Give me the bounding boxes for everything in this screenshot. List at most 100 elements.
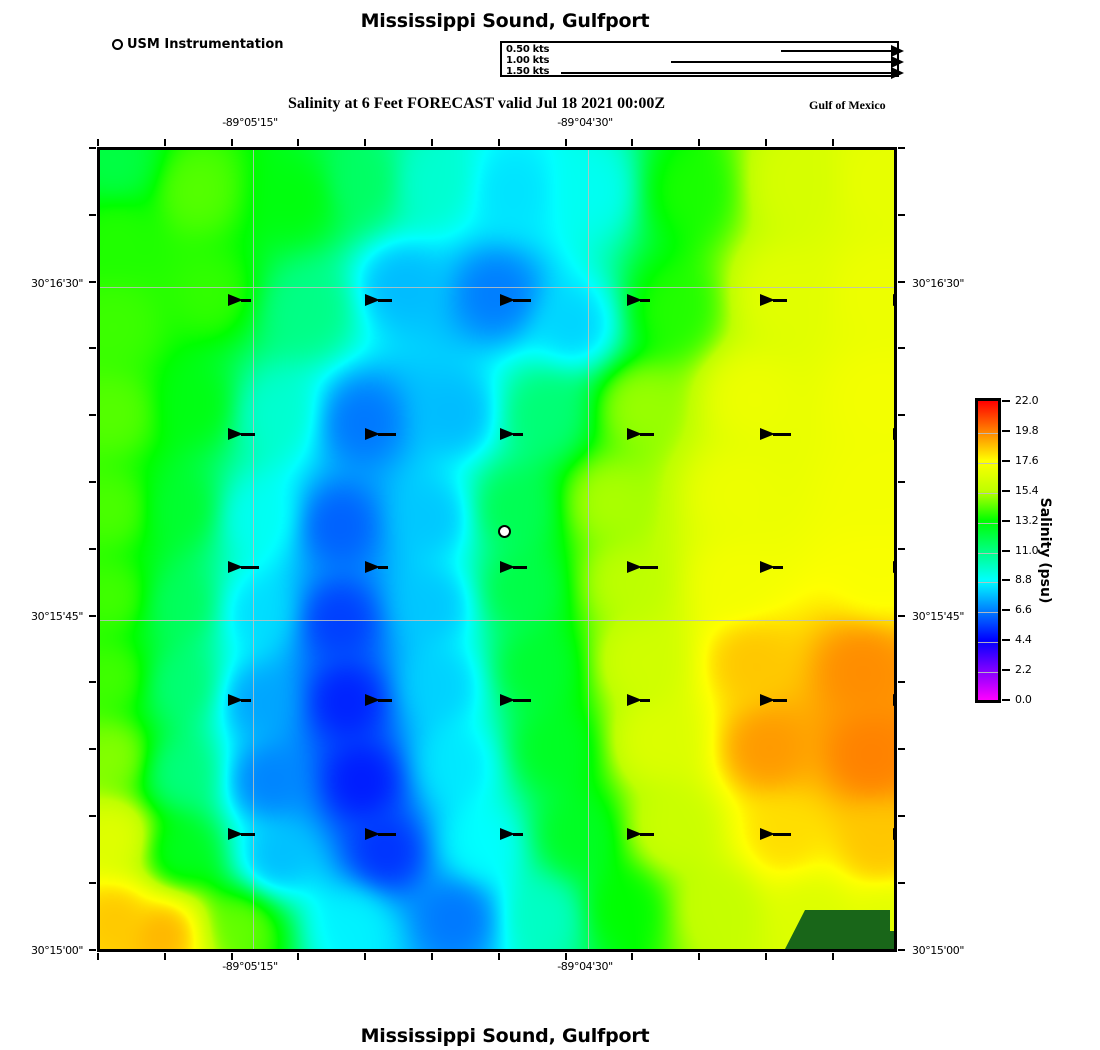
latitude-label-left: 30°16'30" (31, 277, 83, 290)
tick-right (898, 280, 905, 283)
colorbar-gridline (978, 522, 998, 524)
colorbar-tick-label: 22.0 (1015, 394, 1039, 407)
colorbar-tick-label: 15.4 (1015, 483, 1039, 497)
velocity-scale-arrow (781, 45, 904, 57)
colorbar-gridline (978, 492, 998, 494)
tick-top (765, 139, 767, 146)
tick-right (898, 948, 905, 951)
tick-left (89, 681, 96, 684)
region-label: Gulf of Mexico (809, 98, 886, 112)
current-vector-tail (241, 699, 251, 702)
tick-left (89, 748, 96, 751)
tick-left (89, 547, 96, 550)
current-vector-arrow (893, 428, 894, 440)
tick-right (898, 614, 905, 617)
current-vector-tail (378, 833, 396, 836)
current-vector-tail (378, 433, 396, 436)
tick-bottom (831, 953, 834, 960)
tick-left (89, 147, 96, 149)
salinity-color-field (100, 150, 894, 949)
longitude-label-bottom: -89°05'15" (222, 960, 278, 973)
tick-left (89, 414, 96, 417)
latitude-label-left: 30°15'00" (31, 944, 83, 957)
current-vector-tail (640, 566, 658, 569)
colorbar-tick-label: 6.6 (1015, 603, 1032, 617)
velocity-scale-legend: 0.50 kts 1.00 kts 1.50 kts (500, 41, 904, 79)
tick-bottom (497, 953, 500, 960)
colorbar-tick (1002, 609, 1010, 612)
current-vector-tail (378, 699, 392, 702)
colorbar-gridline (978, 642, 998, 644)
velocity-scale-arrow (561, 67, 904, 79)
longitude-label-top: -89°04'30" (557, 116, 613, 129)
colorbar-tick (1002, 699, 1010, 701)
tick-right (898, 213, 905, 216)
tick-left (89, 881, 96, 884)
tick-top (831, 139, 834, 146)
tick-bottom (564, 953, 567, 960)
tick-left (89, 614, 96, 617)
tick-left (89, 948, 96, 951)
current-vector-tail (513, 833, 523, 836)
tick-right (898, 481, 905, 483)
tick-bottom (297, 953, 300, 960)
tick-right (898, 881, 905, 884)
tick-bottom (230, 953, 233, 960)
open-circle-icon (112, 39, 123, 50)
current-vector-arrow (893, 294, 894, 306)
salinity-map[interactable] (97, 147, 897, 952)
tick-top (364, 139, 367, 146)
tick-bottom (431, 953, 433, 960)
current-vector-arrow (893, 828, 894, 840)
tick-bottom (698, 953, 701, 960)
colorbar-tick (1002, 519, 1010, 522)
current-vector-tail (241, 566, 259, 569)
current-vector-tail (241, 299, 251, 302)
tick-left (89, 280, 96, 283)
tick-left (89, 213, 96, 216)
current-vector-tail (773, 833, 791, 836)
colorbar: 22.0 19.8 17.6 15.4 13.2 11.0 8.8 6.6 4.4 2.2 0.0 (975, 394, 1039, 706)
colorbar-gridline (978, 582, 998, 584)
colorbar-tick-label: 17.6 (1015, 453, 1039, 467)
current-vector-tail (640, 699, 650, 702)
tick-top (163, 139, 166, 146)
colorbar-gridline (978, 552, 998, 554)
colorbar-tick-label: 8.8 (1015, 573, 1032, 587)
tick-top (497, 139, 500, 146)
colorbar-tick-label: 13.2 (1015, 513, 1039, 527)
tick-top (97, 139, 99, 146)
colorbar-tick-label: 19.8 (1015, 423, 1039, 437)
colorbar-gradient (978, 401, 998, 700)
colorbar-tick-label: 0.0 (1015, 693, 1032, 706)
current-vector-arrow (893, 561, 894, 573)
tick-right (898, 547, 905, 550)
tick-bottom (765, 953, 767, 960)
current-vector-tail (241, 433, 255, 436)
tick-top (230, 139, 233, 146)
current-vector-tail (773, 433, 791, 436)
tick-left (89, 347, 96, 350)
colorbar-gridline (978, 432, 998, 434)
velocity-scale-label: 1.00 kts (506, 55, 550, 66)
tick-top (297, 139, 300, 146)
usm-station-marker[interactable] (498, 525, 511, 538)
current-vector-tail (640, 833, 654, 836)
current-vector-tail (773, 699, 787, 702)
colorbar-tick (1002, 639, 1010, 642)
tick-top (698, 139, 701, 146)
tick-right (898, 347, 905, 350)
current-vector-tail (513, 433, 523, 436)
colorbar-tick (1002, 579, 1010, 582)
tick-right (898, 748, 905, 751)
current-vector-tail (513, 299, 531, 302)
colorbar-tick-label: 2.2 (1015, 663, 1032, 677)
current-vector-tail (513, 566, 527, 569)
colorbar-tick-label: 11.0 (1015, 543, 1039, 557)
latitude-label-right: 30°16'30" (912, 277, 964, 290)
current-vector-tail (378, 299, 392, 302)
arrowhead-icon (891, 56, 904, 68)
footer-title: Mississippi Sound, Gulfport (360, 1025, 650, 1047)
colorbar-tick (1002, 489, 1010, 492)
velocity-scale-label: 0.50 kts (506, 44, 550, 55)
